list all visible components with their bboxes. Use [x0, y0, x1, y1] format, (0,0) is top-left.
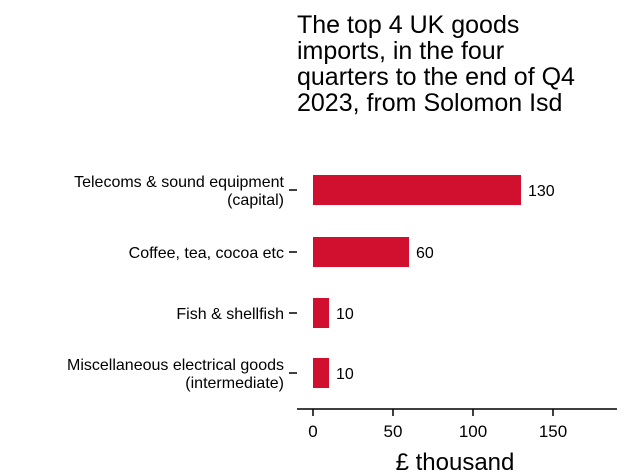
x-tick-label: 100: [459, 422, 487, 441]
bars-layer: Telecoms & sound equipment(capital) 130 Co…: [67, 174, 555, 392]
bar: [313, 237, 409, 267]
x-axis: 0 50 100 150: [297, 408, 617, 441]
x-axis-label: £ thousand: [396, 449, 515, 472]
category-label: (capital): [227, 192, 284, 209]
bar: [313, 358, 329, 388]
x-tick-label: 0: [308, 422, 317, 441]
chart-title-line: 2023, from Solomon Isd: [297, 89, 563, 117]
bar-value-label: 10: [336, 366, 354, 383]
bar-value-label: 10: [336, 306, 354, 323]
bar: [313, 175, 521, 205]
x-tick-label: 150: [539, 422, 567, 441]
chart-title-line: quarters to the end of Q4: [297, 63, 575, 91]
bar-value-label: 130: [528, 183, 555, 200]
chart-title: The top 4 UK goods imports, in the four …: [297, 12, 625, 116]
category-label: Miscellaneous electrical goods: [67, 357, 284, 374]
chart-title-line: The top 4 UK goods: [297, 11, 520, 39]
bar: [313, 298, 329, 328]
category-label: Telecoms & sound equipment: [74, 174, 284, 191]
chart-title-line: imports, in the four: [297, 37, 505, 65]
category-label: Coffee, tea, cocoa etc: [129, 245, 284, 262]
category-label: Fish & shellfish: [176, 306, 284, 323]
category-label: (intermediate): [185, 375, 284, 392]
x-tick-label: 50: [384, 422, 403, 441]
bar-value-label: 60: [416, 245, 434, 262]
